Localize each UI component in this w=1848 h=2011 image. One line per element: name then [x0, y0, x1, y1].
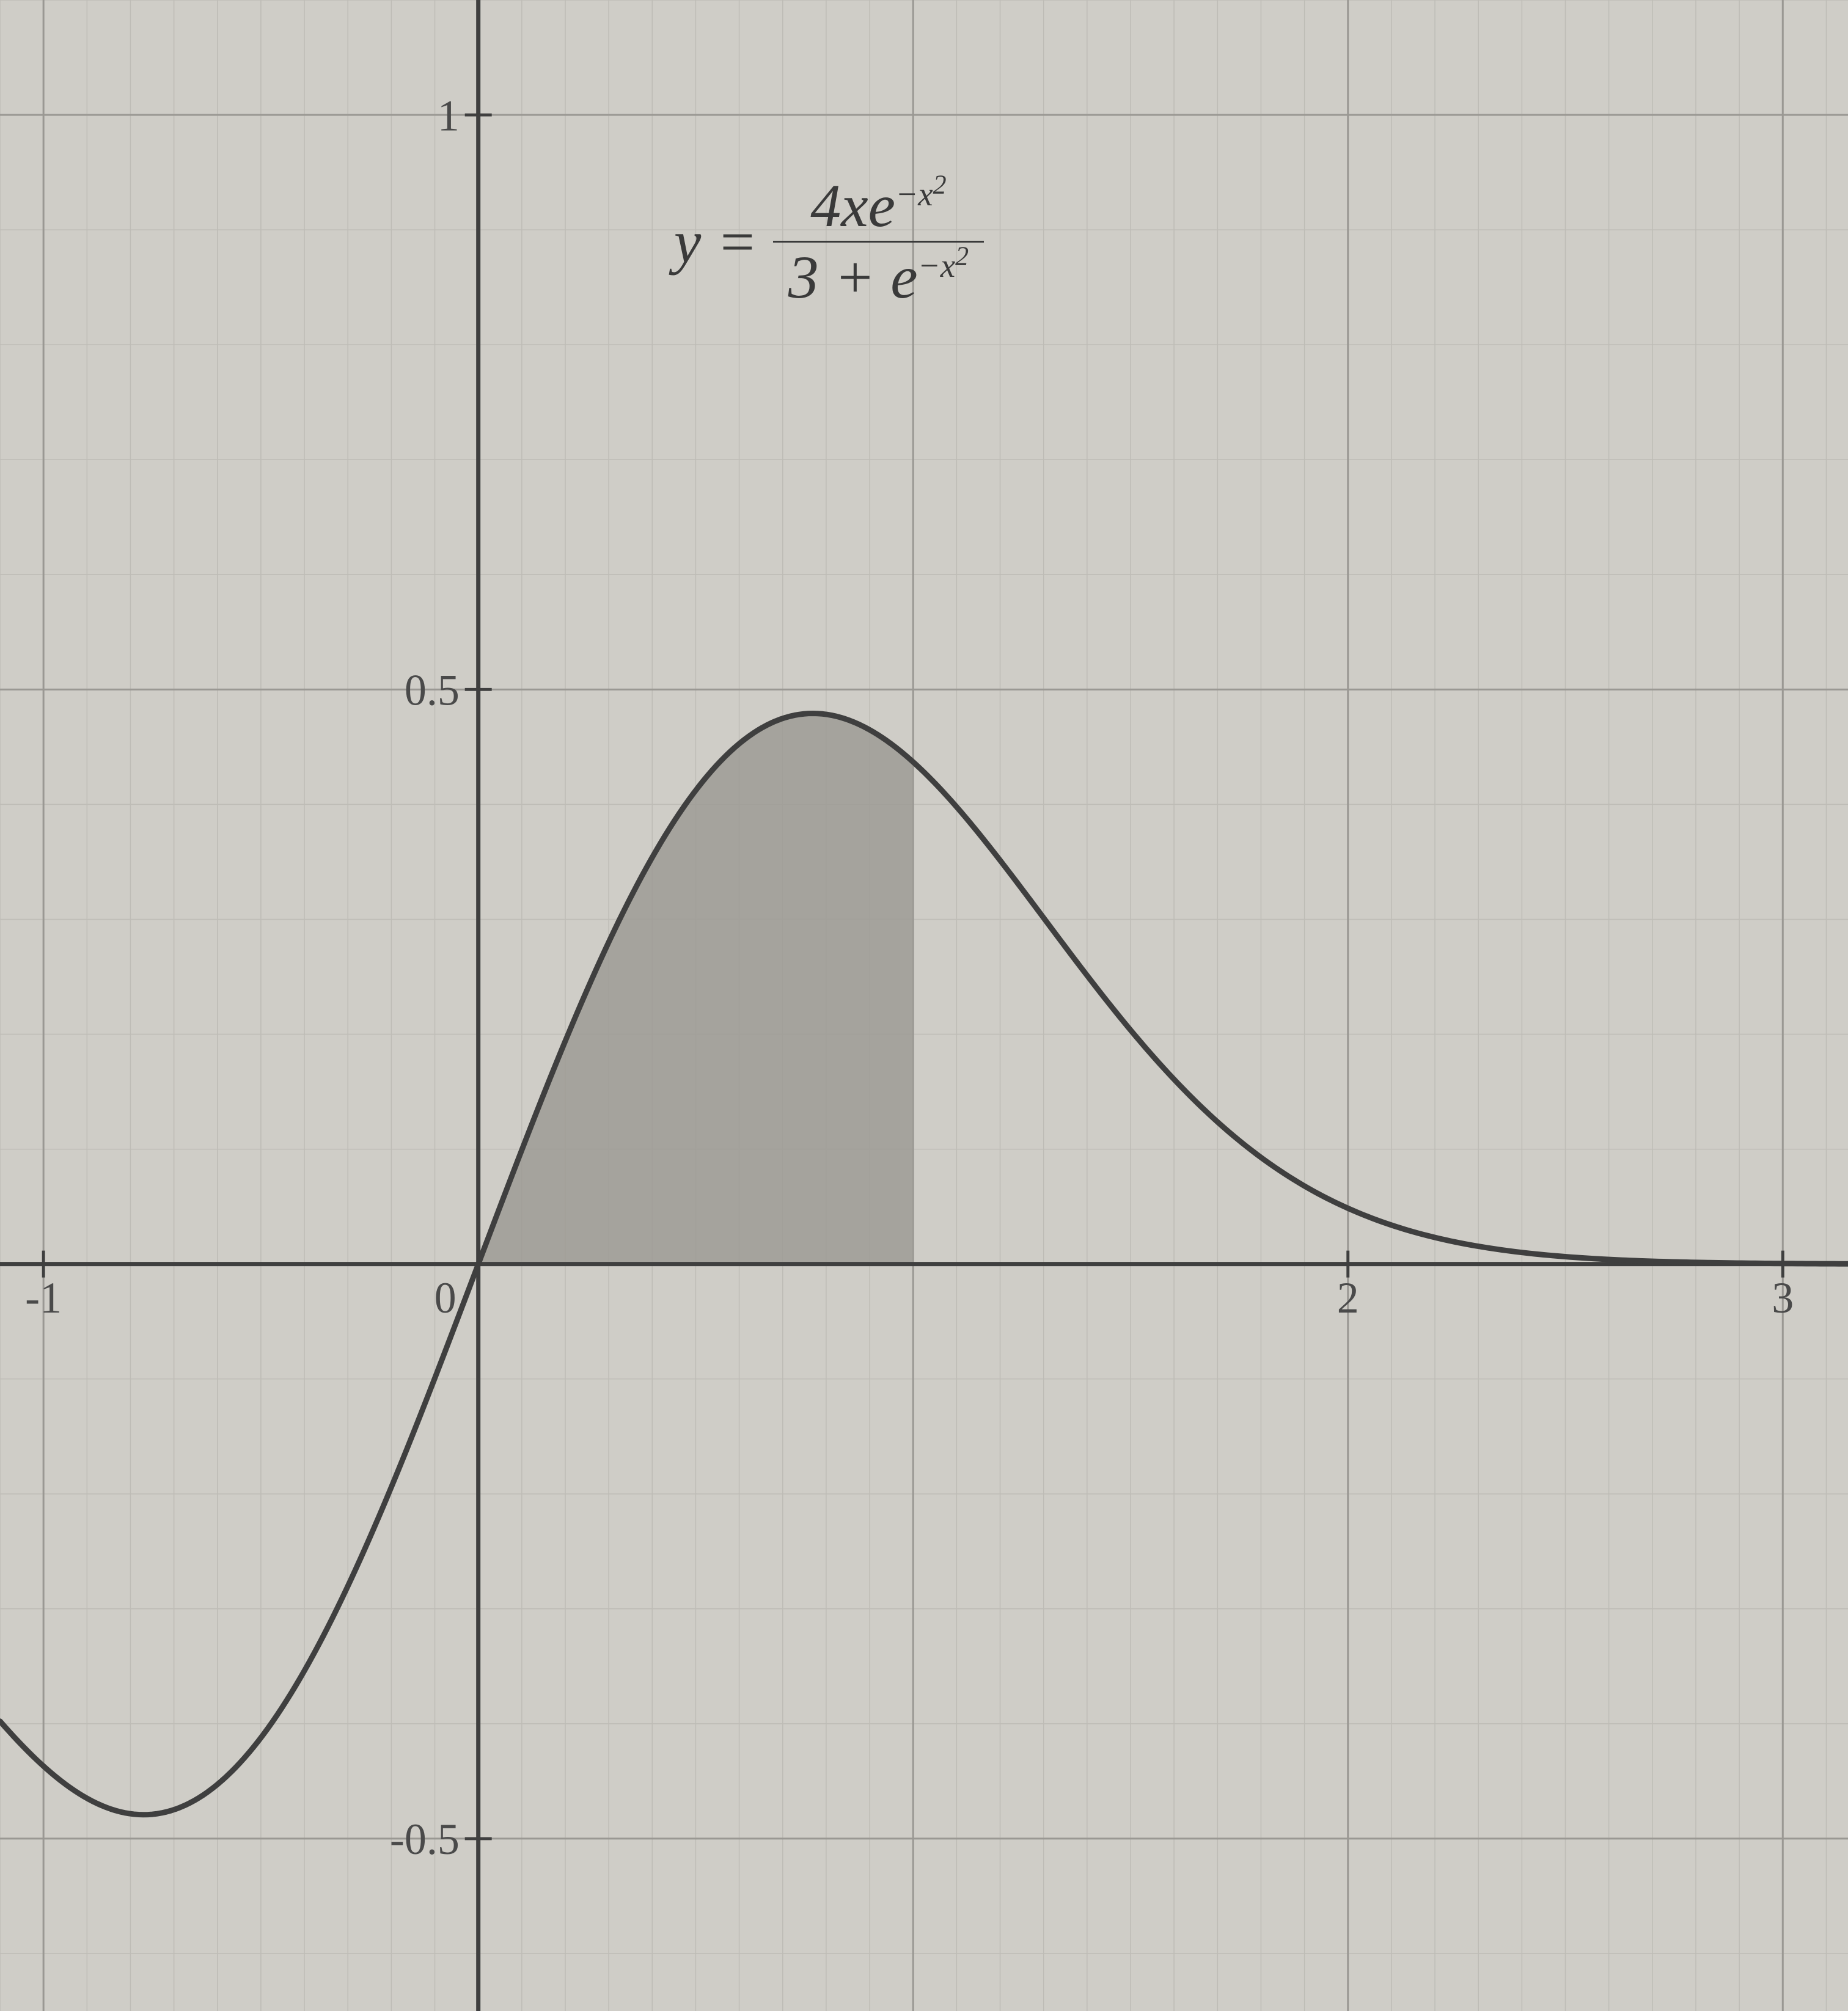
equation-label: y = 4xe−x2 3 + e−x2 [674, 172, 984, 311]
x-tick-label: 0 [435, 1273, 457, 1322]
equation-numerator: 4xe−x2 [795, 172, 961, 240]
equation-denominator: 3 + e−x2 [773, 244, 984, 311]
chart-container: -1 0 2 3 -0.5 0.5 1 y = 4xe−x2 3 + e−x2 [0, 0, 1848, 2011]
x-tick-label: -1 [25, 1273, 62, 1322]
y-tick-label: -0.5 [390, 1815, 460, 1864]
y-tick-label: 0.5 [405, 666, 460, 715]
equation-fraction: 4xe−x2 3 + e−x2 [773, 172, 984, 311]
x-tick-label: 3 [1772, 1273, 1794, 1322]
y-tick-label: 1 [438, 91, 460, 140]
equation-lhs: y = [674, 208, 758, 276]
equation-bar [773, 241, 984, 243]
x-tick-label: 2 [1337, 1273, 1359, 1322]
